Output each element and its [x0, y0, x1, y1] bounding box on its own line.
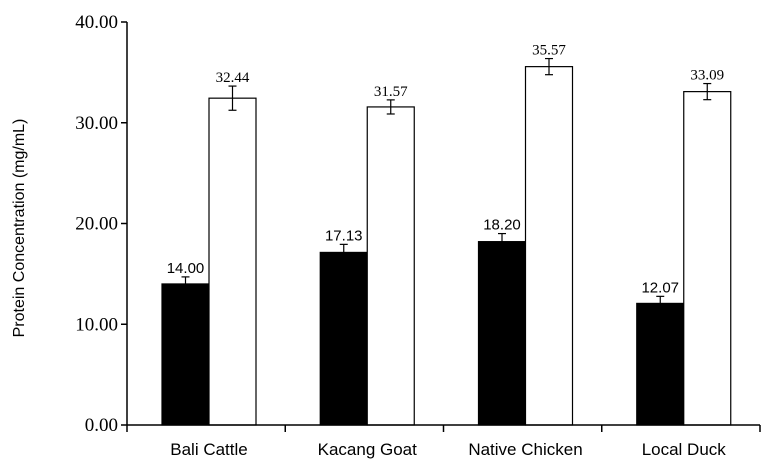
data-label: 35.57 — [532, 43, 566, 59]
y-tick-label: 20.00 — [75, 214, 118, 235]
data-label: 14.00 — [167, 260, 205, 277]
bar-light-native-chicken — [524, 66, 574, 426]
bar-dark-kacang-goat — [319, 251, 368, 426]
y-tick-label: 10.00 — [75, 314, 118, 335]
y-axis-label: Protein Concentration (mg/mL) — [11, 119, 28, 338]
data-label: 12.07 — [641, 279, 679, 296]
data-label: 31.57 — [374, 84, 408, 100]
bar-dark-bali-cattle — [161, 283, 210, 426]
data-label: 33.09 — [690, 68, 724, 84]
bar-light-local-duck — [683, 91, 732, 426]
y-tick-label: 0.00 — [85, 415, 118, 436]
data-label: 32.44 — [216, 70, 250, 86]
x-category-label: Native Chicken — [468, 440, 582, 459]
x-category-label: Kacang Goat — [318, 440, 418, 459]
bar-light-kacang-goat — [366, 106, 415, 426]
bar-dark-local-duck — [636, 302, 685, 426]
data-label: 17.13 — [325, 227, 363, 244]
y-tick-label: 40.00 — [75, 12, 118, 33]
bar-light-bali-cattle — [208, 97, 257, 426]
x-category-label: Bali Cattle — [170, 440, 247, 459]
x-category-label: Local Duck — [642, 440, 727, 459]
y-tick-label: 30.00 — [75, 113, 118, 134]
data-label: 18.20 — [483, 217, 521, 234]
bar-dark-native-chicken — [477, 241, 527, 426]
